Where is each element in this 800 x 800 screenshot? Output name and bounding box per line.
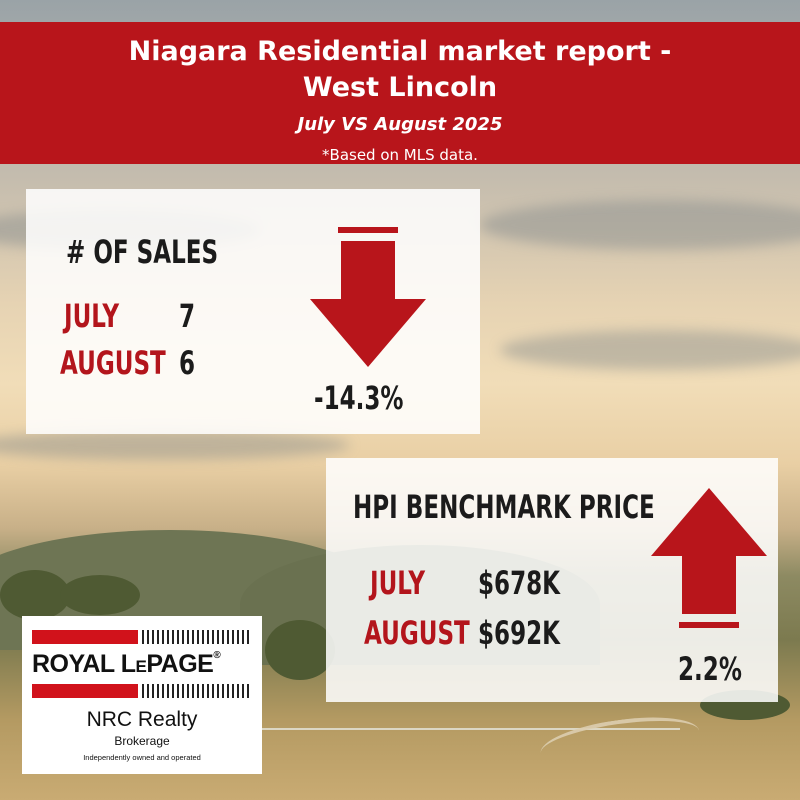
- hpi-heading: HPI BENCHMARK PRICE: [353, 488, 655, 526]
- hpi-july-value: $678K: [478, 564, 560, 602]
- fence: [260, 728, 680, 730]
- logo-brand-right: PAGE: [146, 650, 214, 678]
- sales-august-label: AUGUST: [60, 344, 166, 382]
- cloud: [0, 430, 350, 460]
- hpi-card: HPI BENCHMARK PRICE JULY $678K AUGUST $6…: [326, 458, 778, 702]
- brokerage-label: Brokerage: [114, 734, 170, 748]
- hpi-change-percent: 2.2%: [678, 650, 742, 688]
- logo-registered-mark: ®: [213, 650, 221, 661]
- logo-brand-left: ROYAL L: [32, 650, 136, 678]
- logo-wordmark: ROYAL LEPAGE®: [32, 650, 221, 679]
- logo-brand-small-e: E: [135, 657, 147, 676]
- sales-card: # OF SALES JULY 7 AUGUST 6 -14.3%: [26, 189, 480, 434]
- royal-lepage-logo: ROYAL LEPAGE® NRC Realty Brokerage Indep…: [22, 616, 262, 774]
- country-path: [537, 709, 703, 775]
- sales-july-label: JULY: [64, 297, 120, 335]
- down-arrow-icon: [310, 227, 426, 367]
- sales-july-value: 7: [179, 297, 196, 335]
- hpi-july-label: JULY: [370, 564, 426, 602]
- sales-change-percent: -14.3%: [314, 379, 404, 417]
- up-arrow-icon: [651, 488, 767, 628]
- hpi-august-value: $692K: [478, 614, 560, 652]
- hpi-august-label: AUGUST: [364, 614, 470, 652]
- report-title-line1: Niagara Residential market report -: [128, 36, 672, 67]
- sales-heading: # OF SALES: [66, 233, 219, 271]
- logo-red-bar-top: [32, 630, 138, 644]
- logo-red-bar-bottom: [32, 684, 138, 698]
- tree: [265, 620, 335, 680]
- sales-august-value: 6: [179, 344, 196, 382]
- cloud: [500, 330, 800, 370]
- logo-tagline: Independently owned and operated: [83, 753, 201, 762]
- report-period: July VS August 2025: [297, 114, 503, 135]
- tree: [60, 575, 140, 615]
- cloud: [480, 200, 800, 250]
- report-title-line2: West Lincoln: [302, 72, 498, 103]
- logo-stripes-top: [142, 630, 252, 644]
- tree: [0, 570, 70, 620]
- office-name: NRC Realty: [86, 708, 198, 731]
- source-note: *Based on MLS data.: [322, 146, 478, 164]
- logo-stripes-bottom: [142, 684, 252, 698]
- report-banner: Niagara Residential market report - West…: [0, 22, 800, 164]
